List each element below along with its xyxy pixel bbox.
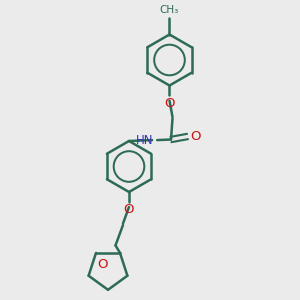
Text: O: O [190,130,200,143]
Text: O: O [98,258,108,271]
Text: O: O [164,97,175,110]
Text: HN: HN [136,134,154,147]
Text: O: O [124,203,134,216]
Text: CH₃: CH₃ [160,5,179,15]
